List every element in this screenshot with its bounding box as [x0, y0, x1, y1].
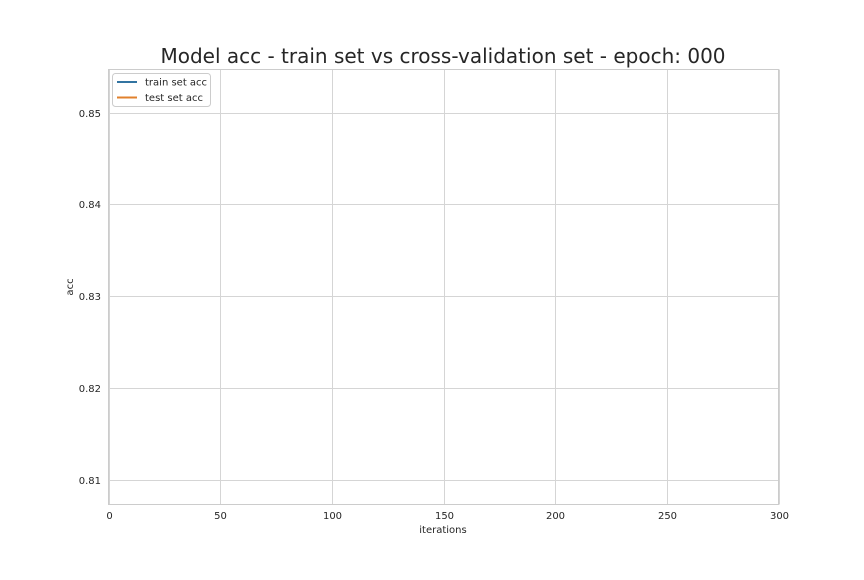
- x-tick-label: 0: [106, 511, 112, 522]
- tick-layer: 0 50 100 150 200 250 300 0.81 0.82 0.83 0.84 0.85: [79, 109, 789, 522]
- legend-label-test: test set acc: [145, 93, 203, 104]
- x-tick-label: 50: [214, 511, 227, 522]
- y-tick-label: 0.84: [79, 200, 101, 211]
- plot-frame: [108, 69, 779, 505]
- y-tick-label: 0.81: [79, 476, 101, 487]
- x-tick-label: 100: [323, 511, 342, 522]
- x-axis-label: iterations: [419, 525, 466, 536]
- chart-title: Model acc - train set vs cross-validatio…: [160, 44, 725, 68]
- y-axis-label: acc: [65, 278, 76, 295]
- legend-label-train: train set acc: [145, 78, 207, 89]
- x-tick-label: 250: [658, 511, 677, 522]
- y-tick-label: 0.83: [79, 292, 101, 303]
- y-tick-label: 0.82: [79, 384, 101, 395]
- y-tick-label: 0.85: [79, 109, 101, 120]
- grid-layer: [108, 69, 780, 505]
- x-tick-label: 200: [546, 511, 565, 522]
- x-tick-label: 150: [435, 511, 454, 522]
- legend: train set acc test set acc: [112, 73, 211, 107]
- x-tick-label: 300: [770, 511, 789, 522]
